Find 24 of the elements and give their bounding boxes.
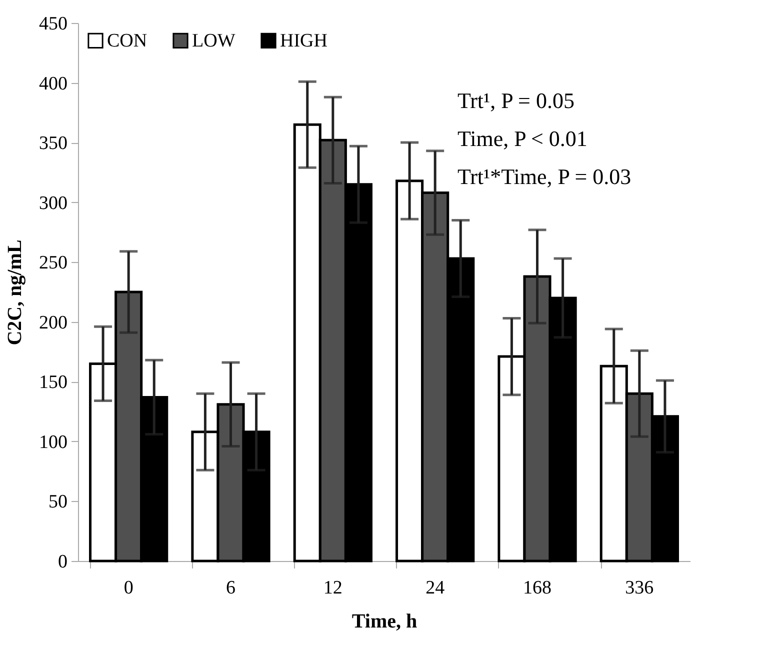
x-tick-label: 12 xyxy=(323,578,342,598)
y-tick-label: 250 xyxy=(39,252,68,274)
x-tick-label: 336 xyxy=(625,578,654,598)
x-tick-label: 6 xyxy=(226,578,236,598)
y-tick-label: 350 xyxy=(39,133,68,154)
x-tick-label: 24 xyxy=(426,578,446,598)
y-tick-label: 100 xyxy=(39,432,68,453)
legend-label: LOW xyxy=(192,30,236,52)
x-axis-title: Time, h xyxy=(352,610,418,632)
y-axis-title: C2C, ng/mL xyxy=(4,240,26,346)
y-tick-label: 50 xyxy=(48,492,68,513)
x-tick-label: 168 xyxy=(523,578,552,598)
y-tick-label: 150 xyxy=(39,372,68,394)
annotation: Trt¹*Time, P = 0.03 xyxy=(457,164,632,189)
legend-label: CON xyxy=(107,30,148,52)
y-tick-label: 450 xyxy=(39,14,68,34)
annotation: Trt¹, P = 0.05 xyxy=(457,88,574,113)
y-tick-label: 200 xyxy=(39,312,68,334)
annotation: Time, P < 0.01 xyxy=(457,126,588,151)
y-tick-label: 300 xyxy=(39,192,68,214)
x-tick-label: 0 xyxy=(124,578,134,598)
y-tick-label: 0 xyxy=(58,552,68,572)
legend-label: HIGH xyxy=(280,30,328,52)
y-tick-label: 400 xyxy=(39,73,68,94)
